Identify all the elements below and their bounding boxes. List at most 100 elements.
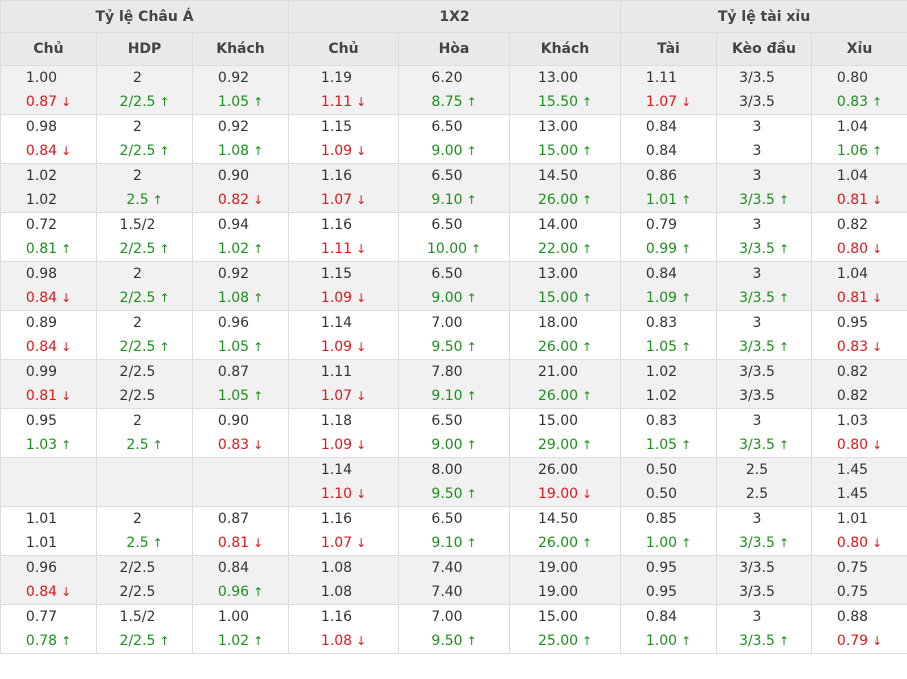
odds-open-cell: 19.00 xyxy=(508,555,622,580)
odds-open-cell: 1.00 xyxy=(0,65,97,90)
odds-live-value: 0.84 xyxy=(25,584,58,600)
odds-live-cell: 26.00 ↑ xyxy=(508,335,622,360)
odds-open-cell: 6.50 xyxy=(398,212,510,237)
col-header-under: Xỉu xyxy=(811,32,907,66)
odds-live-value: 9.10 xyxy=(431,535,463,551)
odds-open-value: 2 xyxy=(133,168,142,184)
odds-open-value: 3/3.5 xyxy=(739,560,775,576)
odds-table: Tỷ lệ Châu Á 1X2 Tỷ lệ tài xỉu Chủ HDP K… xyxy=(0,0,907,654)
odds-open-value: 1.16 xyxy=(320,511,353,527)
odds-open-value: 6.50 xyxy=(431,168,463,184)
odds-open-cell: 1.02 xyxy=(620,359,718,384)
odds-open-value: 1.16 xyxy=(320,217,353,233)
odds-open-cell: 3 xyxy=(716,604,813,629)
odds-open-cell: 14.50 xyxy=(508,506,622,531)
odds-open-value: 0.83 xyxy=(645,413,678,429)
arrow-down-icon: ↓ xyxy=(356,634,367,648)
odds-open-value: 0.87 xyxy=(217,364,250,380)
odds-live-cell: 1.09 ↓ xyxy=(288,335,399,360)
arrow-down-icon: ↓ xyxy=(61,389,72,403)
odds-live-cell: 15.00 ↑ xyxy=(508,139,622,164)
odds-open-cell: 3 xyxy=(716,114,813,139)
odds-live-value: 0.99 xyxy=(645,241,678,257)
odds-live-cell: 1.09 ↓ xyxy=(288,139,399,164)
arrow-up-icon: ↑ xyxy=(159,242,170,256)
arrow-down-icon: ↓ xyxy=(681,95,692,109)
odds-open-value: 0.82 xyxy=(836,364,869,380)
odds-open-value: 1.01 xyxy=(836,511,869,527)
odds-live-cell: 9.10 ↑ xyxy=(398,384,510,409)
odds-open-cell: 0.83 xyxy=(620,310,718,335)
odds-live-cell: 0.81 ↓ xyxy=(192,531,289,556)
odds-open-cell: 14.50 xyxy=(508,163,622,188)
odds-live-cell: 0.84 ↓ xyxy=(0,139,97,164)
odds-open-value: 13.00 xyxy=(537,119,579,135)
arrow-up-icon: ↑ xyxy=(872,95,883,109)
odds-open-cell: 0.96 xyxy=(192,310,289,335)
odds-open-cell: 8.00 xyxy=(398,457,510,482)
arrow-up-icon: ↑ xyxy=(681,634,692,648)
odds-open-cell: 1.01 xyxy=(0,506,97,531)
odds-live-value: 26.00 xyxy=(537,535,579,551)
odds-live-value: 0.80 xyxy=(836,437,869,453)
odds-open-value: 1.00 xyxy=(217,609,250,625)
arrow-up-icon: ↑ xyxy=(778,536,790,550)
odds-live-value: 3/3.5 xyxy=(739,94,775,110)
odds-live-cell: 1.07 ↓ xyxy=(288,188,399,213)
arrow-up-icon: ↑ xyxy=(582,634,593,648)
arrow-down-icon: ↓ xyxy=(356,193,367,207)
odds-open-value: 0.86 xyxy=(645,168,678,184)
odds-open-value: 2 xyxy=(133,511,142,527)
arrow-up-icon: ↑ xyxy=(253,291,264,305)
arrow-up-icon: ↑ xyxy=(582,193,593,207)
odds-open-cell: 1.03 xyxy=(811,408,907,433)
arrow-up-icon: ↑ xyxy=(253,340,264,354)
col-header-home-1x2: Chủ xyxy=(288,32,399,66)
arrow-up-icon: ↑ xyxy=(466,193,477,207)
odds-live-cell: 1.09 ↓ xyxy=(288,433,399,458)
odds-live-value: 1.11 xyxy=(320,94,353,110)
odds-live-value: 2/2.5 xyxy=(119,388,156,404)
arrow-up-icon: ↑ xyxy=(681,438,692,452)
arrow-up-icon: ↑ xyxy=(253,95,264,109)
odds-live-value: 1.07 xyxy=(320,192,353,208)
odds-open-cell: 0.85 xyxy=(620,506,718,531)
odds-open-value: 1.11 xyxy=(320,364,353,380)
odds-open-value: 0.72 xyxy=(25,217,58,233)
odds-live-cell: 0.87 ↓ xyxy=(0,90,97,115)
arrow-up-icon: ↑ xyxy=(582,536,593,550)
odds-open-value: 0.99 xyxy=(25,364,58,380)
group-header-1x2: 1X2 xyxy=(287,0,622,33)
arrow-down-icon: ↓ xyxy=(356,242,367,256)
odds-open-value: 0.95 xyxy=(836,315,869,331)
odds-open-cell: 3/3.5 xyxy=(716,359,813,384)
odds-live-cell: 1.09 ↑ xyxy=(620,286,718,311)
odds-live-value: 29.00 xyxy=(537,437,579,453)
odds-live-cell: 0.81 ↓ xyxy=(811,188,907,213)
odds-live-cell: 2/2.5 ↑ xyxy=(96,629,193,654)
table-row: 1.00 2 0.92 1.19 6.20 13.00 1.11 3/3.5 0.80 xyxy=(0,65,907,90)
odds-live-value: 7.40 xyxy=(431,584,463,600)
odds-live-cell: 0.83 ↓ xyxy=(811,335,907,360)
odds-live-cell: 1.00 ↑ xyxy=(620,531,718,556)
arrow-up-icon: ↑ xyxy=(466,291,477,305)
odds-live-cell: 0.79 ↓ xyxy=(811,629,907,654)
odds-live-value: 19.00 xyxy=(537,486,579,502)
odds-live-value: 0.95 xyxy=(645,584,678,600)
odds-open-cell: 26.00 xyxy=(508,457,622,482)
odds-live-value: 0.83 xyxy=(217,437,250,453)
odds-open-cell: 0.86 xyxy=(620,163,718,188)
odds-live-value: 3/3.5 xyxy=(739,388,775,404)
arrow-up-icon: ↑ xyxy=(872,144,883,158)
group-header-over-under: Tỷ lệ tài xỉu xyxy=(620,0,907,33)
arrow-up-icon: ↑ xyxy=(681,536,692,550)
odds-live-cell: 2.5 ↑ xyxy=(96,188,193,213)
odds-live-cell: 3/3.5 ↑ xyxy=(716,433,813,458)
odds-open-cell xyxy=(0,457,97,482)
odds-live-value: 3/3.5 xyxy=(739,339,775,355)
odds-open-cell: 2 xyxy=(96,506,193,531)
arrow-down-icon: ↓ xyxy=(872,536,883,550)
table-row: 1.02 2 0.90 1.16 6.50 14.50 0.86 3 1.04 xyxy=(0,163,907,188)
odds-live-value: 2.5 xyxy=(126,535,149,551)
odds-live-cell: 1.45 xyxy=(811,482,907,507)
